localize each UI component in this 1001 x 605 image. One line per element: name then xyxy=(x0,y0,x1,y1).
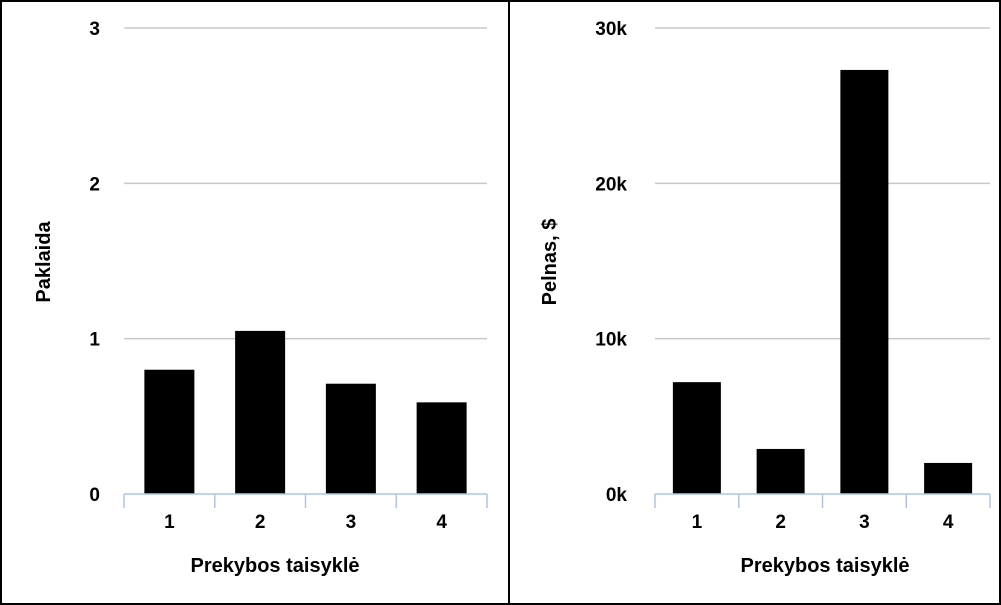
y-tick-label: 2 xyxy=(89,174,100,195)
grid-lines xyxy=(124,27,487,340)
y-tick-labels: 0k 10k 20k 30k xyxy=(595,19,627,506)
x-tick-label: 4 xyxy=(436,512,447,533)
x-axis-label: Prekybos taisyklė xyxy=(191,555,360,577)
x-axis xyxy=(654,493,991,508)
x-axis xyxy=(123,493,488,508)
x-tick-label: 3 xyxy=(346,512,357,533)
x-tick-label: 2 xyxy=(775,512,786,533)
y-tick-label: 3 xyxy=(89,19,100,40)
x-tick-label: 1 xyxy=(692,512,703,533)
bar-4 xyxy=(416,402,467,494)
bar-series xyxy=(144,330,467,494)
bar-1 xyxy=(144,369,195,494)
chart-panel-error: 0 1 2 3 1 2 3 4 Prekybos taisyklė Paklaida xyxy=(33,19,488,577)
y-tick-label: 1 xyxy=(89,330,100,351)
y-tick-label: 30k xyxy=(595,19,627,40)
x-tick-labels: 1 2 3 4 xyxy=(164,512,447,533)
y-tick-labels: 0 1 2 3 xyxy=(89,19,100,506)
bar-1 xyxy=(672,382,721,494)
y-tick-label: 10k xyxy=(595,330,627,351)
chart-panel-profit: 0k 10k 20k 30k 1 2 3 4 Prekybos taisyklė Pelna… xyxy=(539,19,991,577)
x-tick-label: 1 xyxy=(164,512,175,533)
y-tick-label: 0k xyxy=(606,485,628,506)
x-tick-label: 2 xyxy=(255,512,266,533)
y-tick-label: 20k xyxy=(595,174,627,195)
x-tick-label: 4 xyxy=(943,512,954,533)
grid-lines xyxy=(655,27,990,340)
y-tick-label: 0 xyxy=(89,485,100,506)
bar-2 xyxy=(235,330,286,494)
bar-series xyxy=(672,69,973,494)
bar-4 xyxy=(924,462,973,494)
bar-3 xyxy=(325,383,376,494)
x-axis-label: Prekybos taisyklė xyxy=(741,555,910,577)
x-tick-label: 3 xyxy=(859,512,870,533)
y-axis-label: Pelnas, $ xyxy=(539,219,561,306)
bar-3 xyxy=(840,69,889,494)
x-tick-labels: 1 2 3 4 xyxy=(692,512,954,533)
bar-2 xyxy=(756,448,805,494)
y-axis-label: Paklaida xyxy=(33,221,55,303)
